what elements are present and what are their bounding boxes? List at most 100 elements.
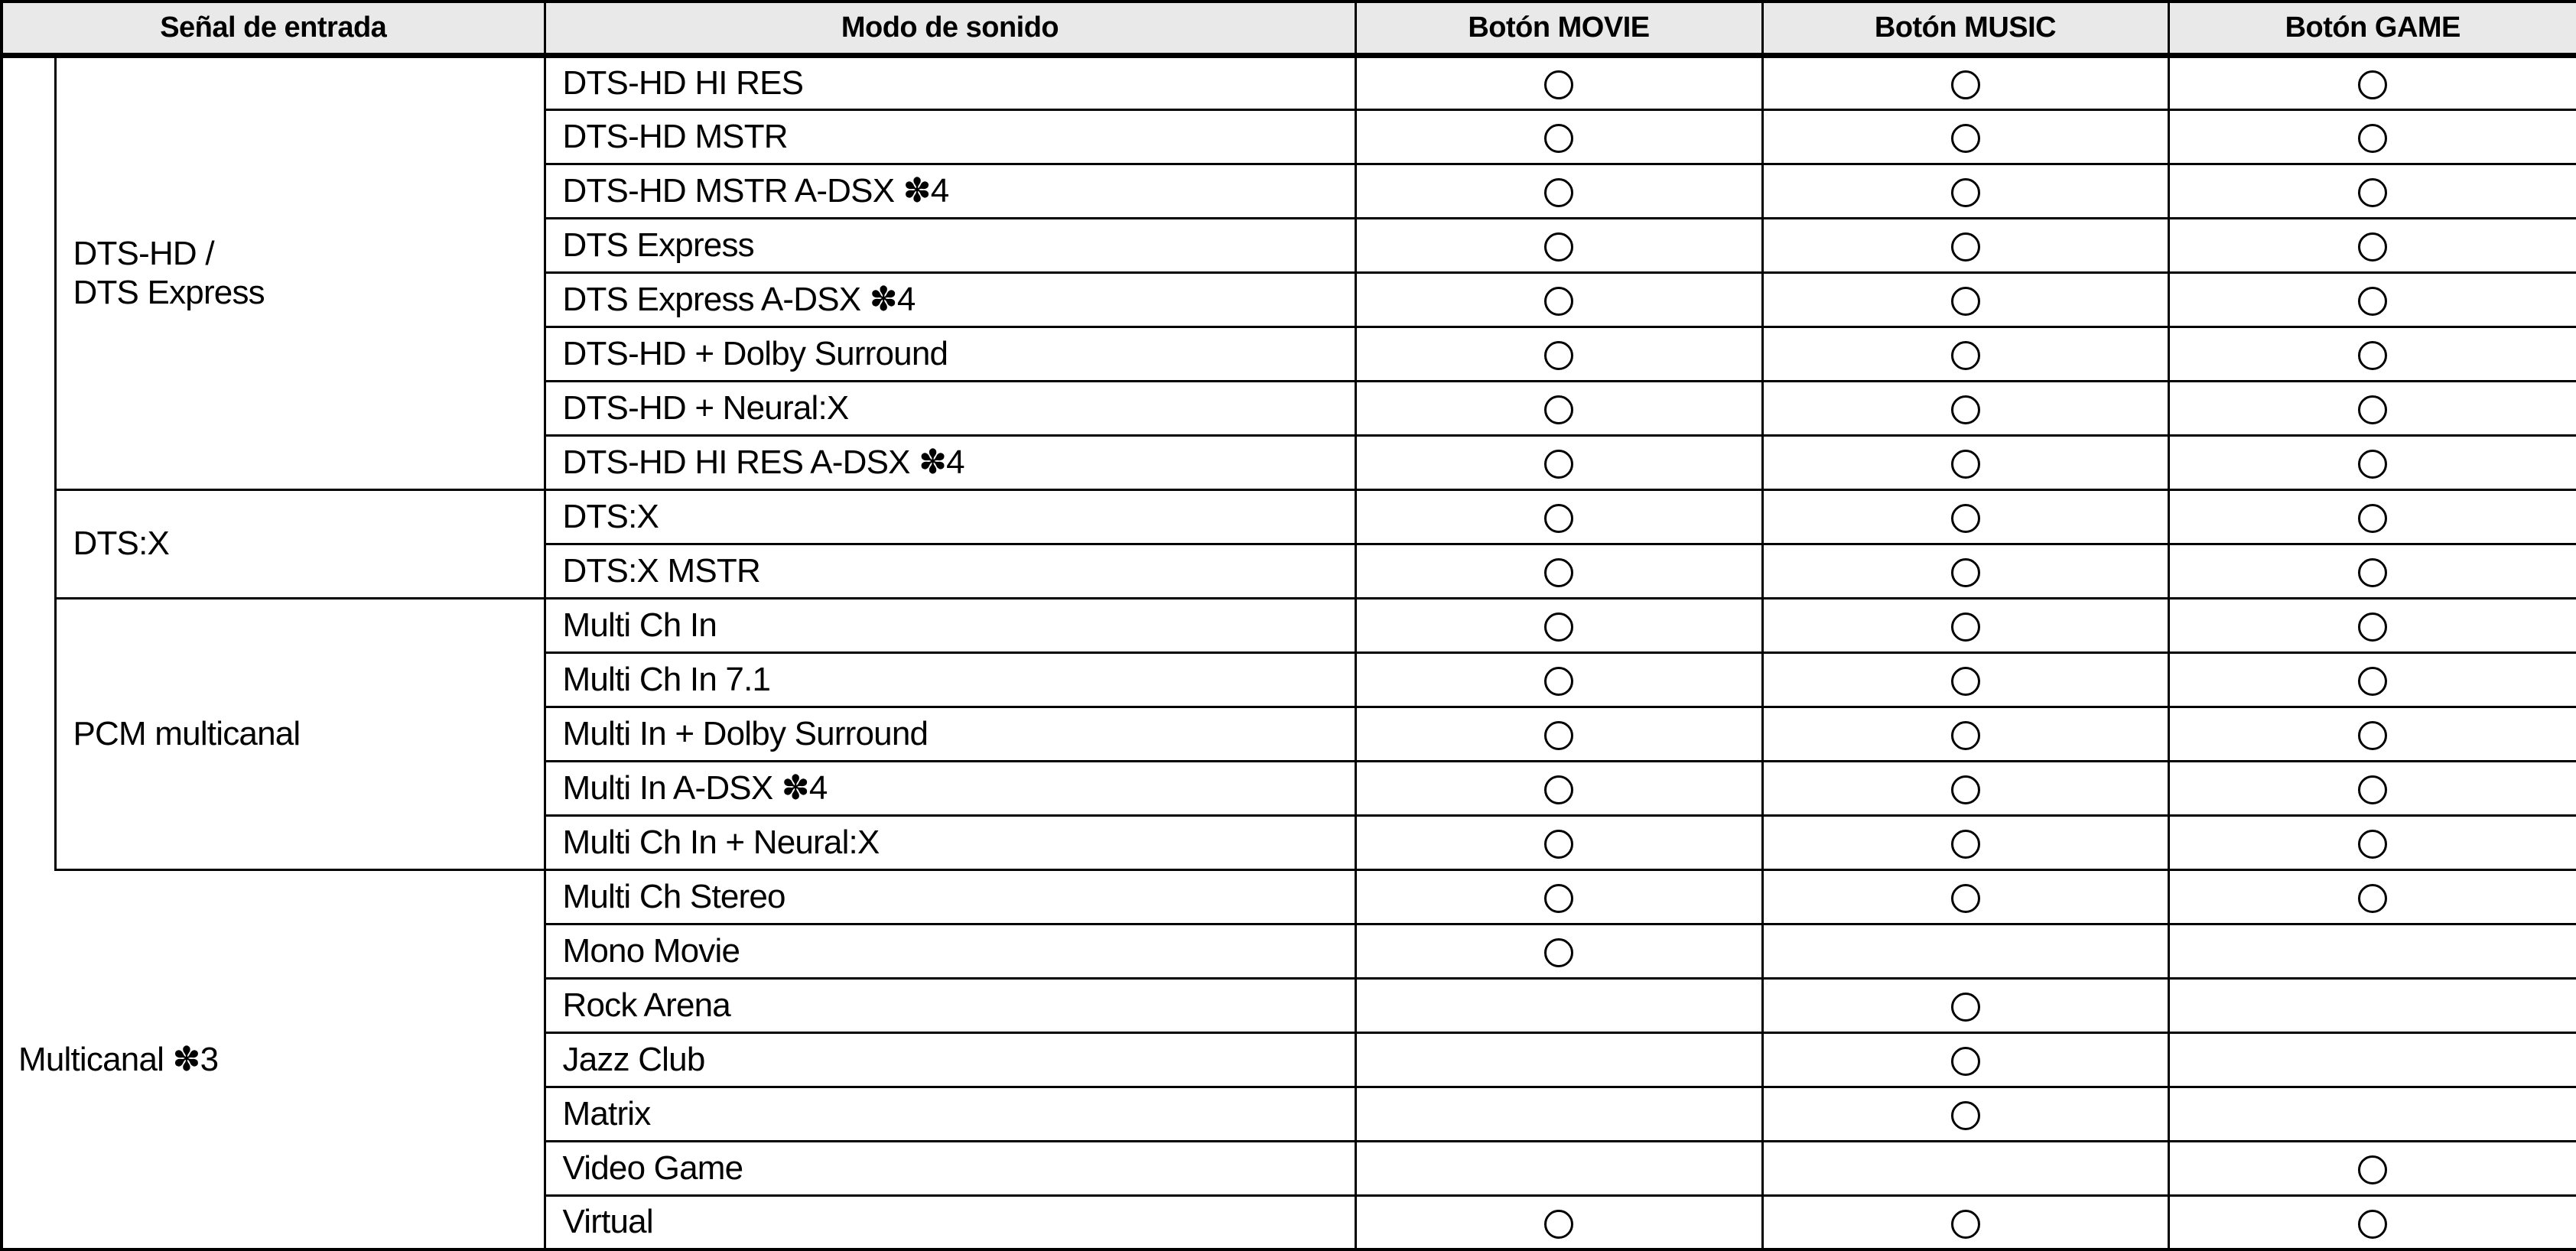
music-mark-cell bbox=[1761, 325, 2170, 382]
music-mark-cell bbox=[1761, 705, 2170, 762]
input-signal-group-pcm: PCM multicanal bbox=[54, 596, 546, 871]
circle-mark bbox=[1950, 666, 1980, 696]
movie-mark-cell bbox=[1354, 976, 1764, 1034]
table-row: DTS-HD / DTS Express DTS-HD HI RES bbox=[0, 54, 2576, 869]
table-row: PCM multicanal Multi Ch In bbox=[2, 596, 2576, 871]
game-mark-cell bbox=[2167, 1085, 2576, 1142]
game-mark-cell bbox=[2167, 488, 2576, 545]
game-mark-cell bbox=[2167, 542, 2576, 600]
music-mark-cell bbox=[1761, 759, 2170, 817]
circle-mark bbox=[2358, 666, 2388, 696]
sound-mode-cell: Rock Arena bbox=[543, 976, 1357, 1034]
table-row: DTS Express bbox=[2, 216, 2576, 274]
table-row: DTS-HD + Neural:X bbox=[2, 379, 2576, 437]
music-mark-cell bbox=[1761, 976, 2170, 1034]
circle-mark bbox=[1950, 232, 1980, 262]
column-header-game-button: Botón GAME bbox=[2167, 0, 2576, 58]
music-mark-cell bbox=[1761, 434, 2170, 491]
game-mark-cell bbox=[2167, 922, 2576, 980]
circle-mark bbox=[1950, 720, 1980, 750]
circle-mark bbox=[1544, 883, 1573, 913]
game-mark-cell bbox=[2167, 705, 2576, 762]
movie-mark-cell bbox=[1354, 379, 1764, 437]
movie-mark-cell bbox=[1354, 54, 1764, 111]
music-mark-cell bbox=[1761, 651, 2170, 708]
circle-mark bbox=[1544, 286, 1573, 316]
music-mark-cell bbox=[1761, 1085, 2170, 1142]
music-mark-cell bbox=[1761, 868, 2170, 925]
sound-mode-cell: Matrix bbox=[543, 1085, 1357, 1142]
table-row: Matrix bbox=[2, 1085, 2576, 1142]
circle-mark bbox=[2358, 612, 2388, 642]
input-signal-group-dts-hd: DTS-HD / DTS Express bbox=[54, 54, 546, 491]
game-mark-cell bbox=[2167, 271, 2576, 328]
game-mark-cell bbox=[2167, 162, 2576, 219]
game-mark-cell bbox=[2167, 651, 2576, 708]
circle-mark bbox=[1950, 449, 1980, 479]
circle-mark bbox=[1950, 1100, 1980, 1130]
circle-mark bbox=[1950, 340, 1980, 370]
music-mark-cell bbox=[1761, 379, 2170, 437]
circle-mark bbox=[1950, 503, 1980, 533]
movie-mark-cell bbox=[1354, 814, 1764, 871]
column-header-movie-button: Botón MOVIE bbox=[1354, 0, 1764, 58]
game-mark-cell bbox=[2167, 216, 2576, 274]
circle-mark bbox=[1544, 557, 1573, 587]
music-mark-cell bbox=[1761, 1194, 2170, 1251]
circle-mark bbox=[1544, 612, 1573, 642]
circle-mark bbox=[1544, 340, 1573, 370]
column-header-sound-mode: Modo de sonido bbox=[543, 0, 1357, 58]
music-mark-cell bbox=[1761, 1031, 2170, 1088]
circle-mark bbox=[1950, 557, 1980, 587]
movie-mark-cell bbox=[1354, 651, 1764, 708]
sound-mode-cell: Mono Movie bbox=[543, 922, 1357, 980]
sound-mode-cell: DTS-HD + Neural:X bbox=[543, 379, 1357, 437]
circle-mark bbox=[1544, 123, 1573, 153]
game-mark-cell bbox=[2167, 759, 2576, 817]
table-row: Multi Ch In + Neural:X bbox=[2, 814, 2576, 871]
input-signal-group-dts-x: DTS:X bbox=[54, 488, 546, 600]
game-mark-cell bbox=[2167, 379, 2576, 437]
circle-mark bbox=[1950, 177, 1980, 207]
sound-mode-cell: Multi Ch In 7.1 bbox=[543, 651, 1357, 708]
movie-mark-cell bbox=[1354, 542, 1764, 600]
music-mark-cell bbox=[1761, 1139, 2170, 1197]
table-row: DTS Express A-DSX ✽4 bbox=[2, 271, 2576, 328]
music-mark-cell bbox=[1761, 108, 2170, 165]
table-header-row: Señal de entrada Modo de sonido Botón MO… bbox=[0, 0, 2576, 58]
table-row: Multicanal ✽3 Multi Ch Stereo bbox=[0, 868, 2576, 1251]
table-row: DTS-HD HI RES A-DSX ✽4 bbox=[2, 434, 2576, 491]
movie-mark-cell bbox=[1354, 1139, 1764, 1197]
sound-mode-cell: DTS-HD HI RES A-DSX ✽4 bbox=[543, 434, 1357, 491]
game-mark-cell bbox=[2167, 1194, 2576, 1251]
game-mark-cell bbox=[2167, 325, 2576, 382]
circle-mark bbox=[1544, 1209, 1573, 1239]
table-row: Jazz Club bbox=[2, 1031, 2576, 1088]
circle-mark bbox=[1950, 829, 1980, 859]
sound-mode-cell: DTS Express bbox=[543, 216, 1357, 274]
music-mark-cell bbox=[1761, 162, 2170, 219]
table-row: Video Game bbox=[2, 1139, 2576, 1197]
sound-mode-cell: Multi In + Dolby Surround bbox=[543, 705, 1357, 762]
sound-mode-cell: Multi Ch In + Neural:X bbox=[543, 814, 1357, 871]
movie-mark-cell bbox=[1354, 162, 1764, 219]
music-mark-cell bbox=[1761, 596, 2170, 654]
movie-mark-cell bbox=[1354, 488, 1764, 545]
circle-mark bbox=[2358, 775, 2388, 804]
circle-mark bbox=[2358, 232, 2388, 262]
sound-mode-cell: DTS-HD + Dolby Surround bbox=[543, 325, 1357, 382]
circle-mark bbox=[1544, 503, 1573, 533]
circle-mark bbox=[1544, 937, 1573, 967]
table-row: Virtual bbox=[2, 1194, 2576, 1251]
circle-mark bbox=[1950, 286, 1980, 316]
circle-mark bbox=[1544, 177, 1573, 207]
table-row: Multi In A-DSX ✽4 bbox=[2, 759, 2576, 817]
sound-mode-cell: Multi Ch Stereo bbox=[543, 868, 1357, 925]
table-row: DTS:X DTS:X bbox=[2, 488, 2576, 600]
circle-mark bbox=[1950, 70, 1980, 99]
input-signal-outer-strip bbox=[0, 54, 57, 869]
sound-mode-cell: Multi Ch In bbox=[543, 596, 1357, 654]
table-row: DTS-HD + Dolby Surround bbox=[2, 325, 2576, 382]
circle-mark bbox=[1950, 775, 1980, 804]
game-mark-cell bbox=[2167, 868, 2576, 925]
